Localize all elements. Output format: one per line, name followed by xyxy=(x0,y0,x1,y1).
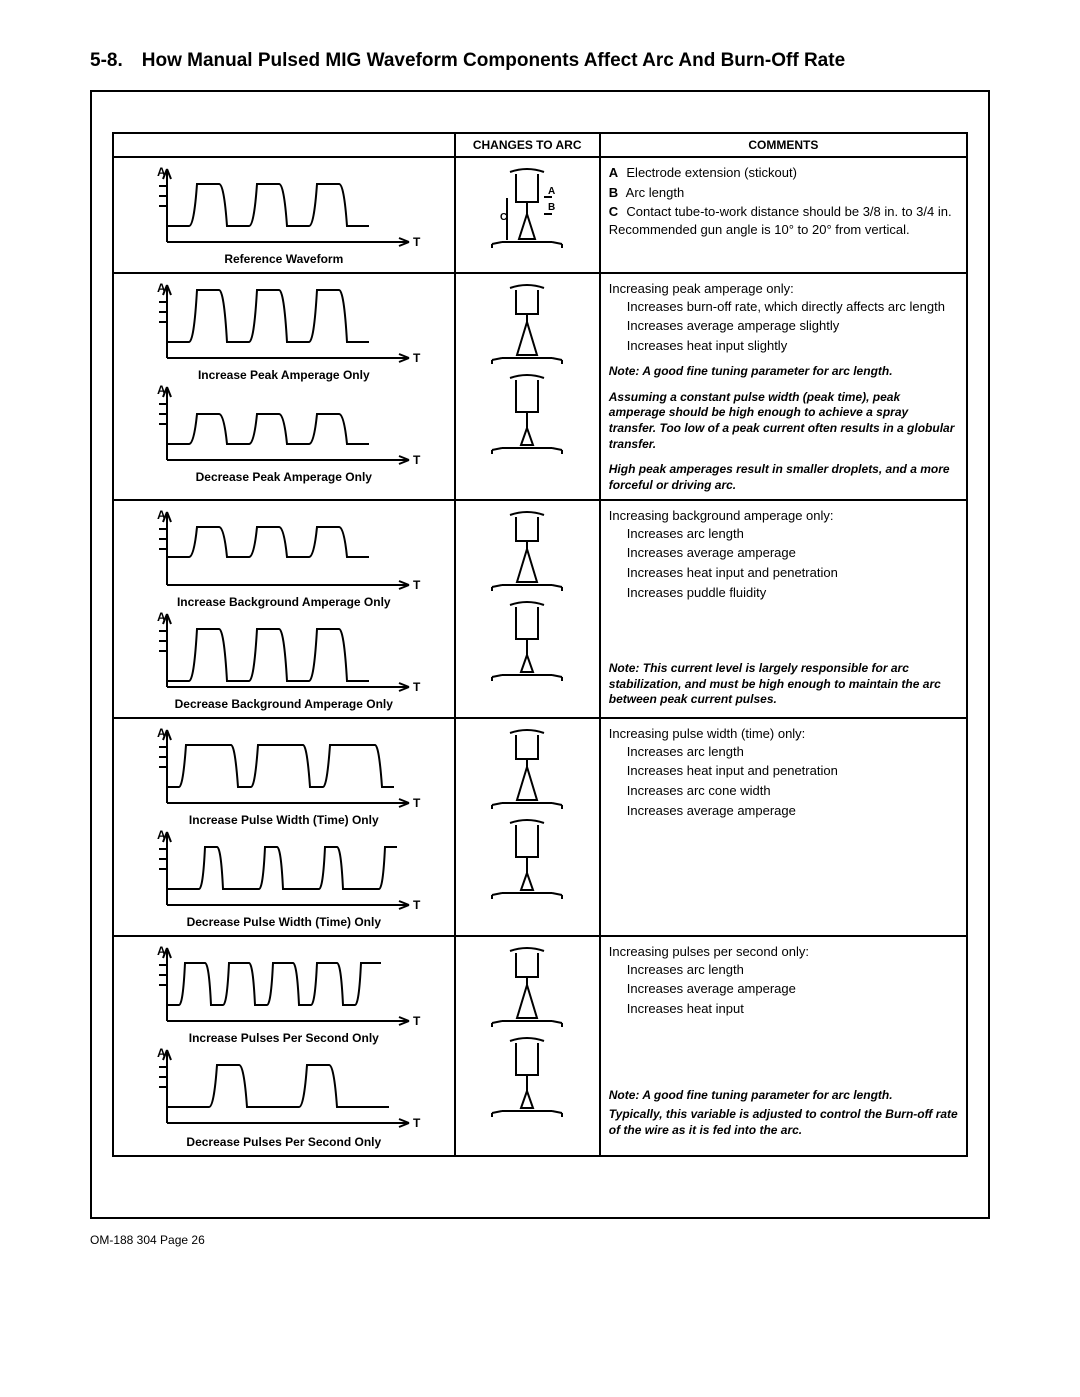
bg-n1: Note: This current level is largely resp… xyxy=(609,661,958,708)
label-decpps: Decrease Pulses Per Second Only xyxy=(122,1135,446,1149)
svg-text:T: T xyxy=(413,680,421,694)
arc-svg-pps-inc xyxy=(472,943,582,1033)
label-decbg: Decrease Background Amperage Only xyxy=(122,697,446,711)
arc-pw xyxy=(455,718,600,936)
label-decpw: Decrease Pulse Width (Time) Only xyxy=(122,915,446,929)
arc-peak xyxy=(455,273,600,500)
wave-svg-incpps: A T xyxy=(139,943,429,1033)
arc-svg-bg-inc xyxy=(472,507,582,597)
label-ref: Reference Waveform xyxy=(122,252,446,266)
waveform-pw: A T Increase Pulse Width (Time) Only A T… xyxy=(113,718,455,936)
arc-svg-bg-dec xyxy=(472,597,582,687)
svg-text:A: A xyxy=(157,281,166,295)
pw-l2: Increases heat input and penetration xyxy=(609,762,958,780)
wave-svg-ref: A T xyxy=(139,164,429,254)
peak-n1: Note: A good fine tuning parameter for a… xyxy=(609,364,958,380)
label-incpps: Increase Pulses Per Second Only xyxy=(122,1031,446,1045)
label-c: C xyxy=(609,203,623,221)
peak-n2: Assuming a constant pulse width (peak ti… xyxy=(609,390,958,452)
peak-l2: Increases average amperage slightly xyxy=(609,317,958,335)
arc-pps xyxy=(455,936,600,1156)
svg-text:A: A xyxy=(157,165,166,179)
svg-text:A: A xyxy=(157,508,166,522)
wave-svg-incbg: A T xyxy=(139,507,429,597)
svg-text:A: A xyxy=(157,944,166,958)
wave-svg-incpeak: A T xyxy=(139,280,429,370)
txt-a: Electrode extension (stickout) xyxy=(626,165,797,180)
pps-n2: Typically, this variable is adjusted to … xyxy=(609,1107,958,1138)
peak-n3: High peak amperages result in smaller dr… xyxy=(609,462,958,493)
comments-bg: Increasing background amperage only: Inc… xyxy=(600,500,967,718)
arc-svg-pw-dec xyxy=(472,815,582,905)
arc-bg xyxy=(455,500,600,718)
content-frame: CHANGES TO ARC COMMENTS A T Reference Wa… xyxy=(90,90,990,1219)
comments-peak: Increasing peak amperage only: Increases… xyxy=(600,273,967,500)
waveform-table: CHANGES TO ARC COMMENTS A T Reference Wa… xyxy=(112,132,968,1157)
svg-text:T: T xyxy=(413,578,421,592)
txt-b: Arc length xyxy=(626,185,685,200)
bg-l3: Increases heat input and penetration xyxy=(609,564,958,582)
label-incpw: Increase Pulse Width (Time) Only xyxy=(122,813,446,827)
arc-svg-peak-inc xyxy=(472,280,582,370)
label-b: B xyxy=(609,184,623,202)
label-incbg: Increase Background Amperage Only xyxy=(122,595,446,609)
svg-text:T: T xyxy=(413,1116,421,1130)
svg-text:T: T xyxy=(413,453,421,467)
bg-l2: Increases average amperage xyxy=(609,544,958,562)
bg-l4: Increases puddle fluidity xyxy=(609,584,958,602)
pps-l3: Increases heat input xyxy=(609,1000,958,1018)
pw-head: Increasing pulse width (time) only: xyxy=(609,725,958,743)
waveform-bg: A T Increase Background Amperage Only A … xyxy=(113,500,455,718)
svg-text:B: B xyxy=(548,202,555,213)
txt-c: Contact tube-to-work distance should be … xyxy=(609,204,952,237)
svg-text:T: T xyxy=(413,351,421,365)
pw-l4: Increases average amperage xyxy=(609,802,958,820)
comments-header: COMMENTS xyxy=(600,133,967,157)
bg-head: Increasing background amperage only: xyxy=(609,507,958,525)
svg-text:A: A xyxy=(157,828,166,842)
wave-svg-decpw: A T xyxy=(139,827,429,917)
svg-text:A: A xyxy=(157,383,166,397)
pps-head: Increasing pulses per second only: xyxy=(609,943,958,961)
peak-l3: Increases heat input slightly xyxy=(609,337,958,355)
waveform-peak: A T Increase Peak Amperage Only A T Decr… xyxy=(113,273,455,500)
peak-l1: Increases burn-off rate, which directly … xyxy=(609,298,958,316)
peak-head: Increasing peak amperage only: xyxy=(609,280,958,298)
page-footer: OM-188 304 Page 26 xyxy=(90,1233,990,1247)
arc-svg-pps-dec xyxy=(472,1033,582,1123)
blank-header xyxy=(113,133,455,157)
svg-text:T: T xyxy=(413,235,421,249)
waveform-reference: A T Reference Waveform xyxy=(113,157,455,273)
arc-svg-pw-inc xyxy=(472,725,582,815)
arc-header: CHANGES TO ARC xyxy=(455,133,600,157)
wave-svg-incpw: A T xyxy=(139,725,429,815)
pw-l1: Increases arc length xyxy=(609,743,958,761)
label-incpeak: Increase Peak Amperage Only xyxy=(122,368,446,382)
svg-text:A: A xyxy=(157,1046,166,1060)
comments-reference: A Electrode extension (stickout) B Arc l… xyxy=(600,157,967,273)
pps-l2: Increases average amperage xyxy=(609,980,958,998)
svg-text:A: A xyxy=(548,186,555,197)
wave-svg-decpps: A T xyxy=(139,1045,429,1137)
bg-l1: Increases arc length xyxy=(609,525,958,543)
section-title: 5-8. How Manual Pulsed MIG Waveform Comp… xyxy=(90,50,990,72)
svg-text:T: T xyxy=(413,898,421,912)
svg-text:A: A xyxy=(157,726,166,740)
wave-svg-decpeak: A T xyxy=(139,382,429,472)
arc-svg-peak-dec xyxy=(472,370,582,460)
svg-text:T: T xyxy=(413,796,421,810)
label-decpeak: Decrease Peak Amperage Only xyxy=(122,470,446,484)
comments-pps: Increasing pulses per second only: Incre… xyxy=(600,936,967,1156)
waveform-pps: A T Increase Pulses Per Second Only A T … xyxy=(113,936,455,1156)
comments-pw: Increasing pulse width (time) only: Incr… xyxy=(600,718,967,936)
wave-svg-decbg: A T xyxy=(139,609,429,699)
arc-reference: A B C xyxy=(455,157,600,273)
pps-l1: Increases arc length xyxy=(609,961,958,979)
pw-l3: Increases arc cone width xyxy=(609,782,958,800)
svg-text:A: A xyxy=(157,610,166,624)
pps-n1: Note: A good fine tuning parameter for a… xyxy=(609,1088,958,1104)
arc-svg-ref: A B C xyxy=(472,164,582,254)
svg-text:T: T xyxy=(413,1014,421,1028)
label-a: A xyxy=(609,164,623,182)
